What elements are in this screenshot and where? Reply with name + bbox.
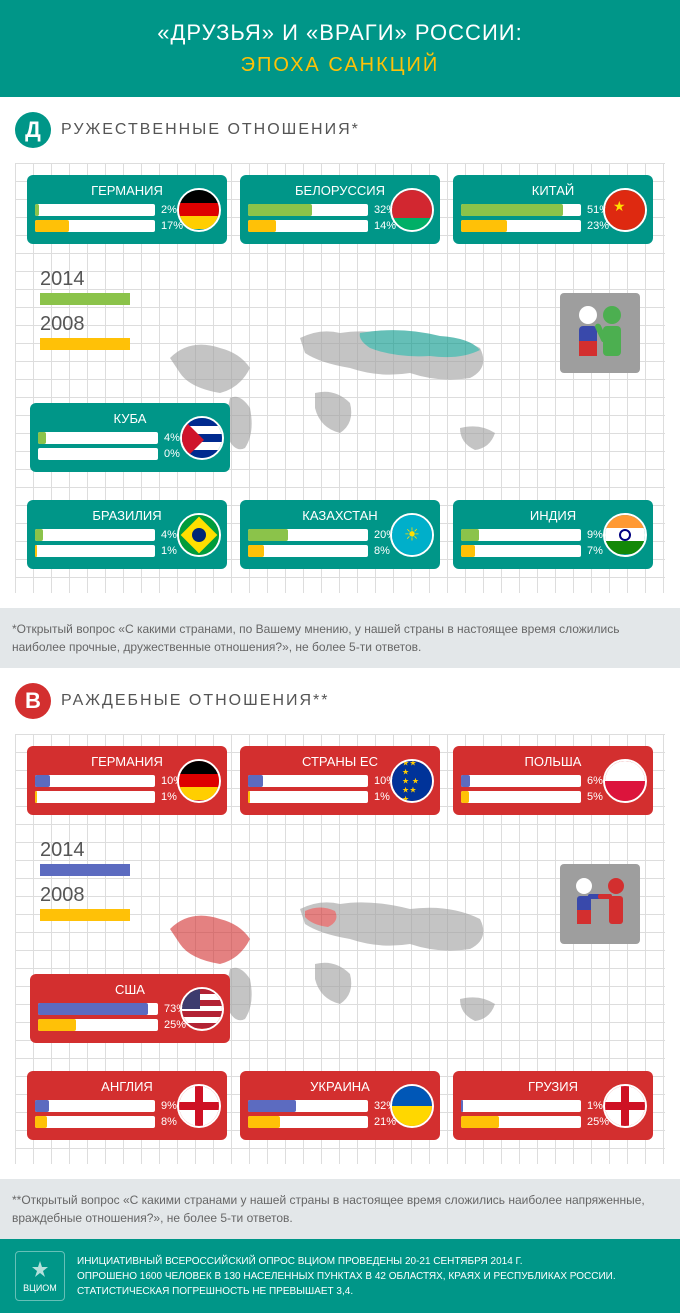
legend-2014: 2014 — [40, 268, 130, 305]
flag-icon — [180, 416, 224, 460]
country-card: АНГЛИЯ 9% 8% — [27, 1071, 227, 1140]
friends-icon — [560, 293, 640, 373]
friendly-grid: ГЕРМАНИЯ 2% 17% БЕЛОРУССИЯ 32% 14% КИТАЙ… — [15, 163, 665, 593]
hostile-footnote: **Открытый вопрос «С какими странами у н… — [0, 1179, 680, 1239]
flag-icon — [390, 188, 434, 232]
country-card: УКРАИНА 32% 21% — [240, 1071, 440, 1140]
flag-icon — [177, 513, 221, 557]
country-card: КИТАЙ 51% 23% ★ — [453, 175, 653, 244]
header: «ДРУЗЬЯ» И «ВРАГИ» РОССИИ: ЭПОХА САНКЦИЙ — [0, 0, 680, 97]
friendly-top-row: ГЕРМАНИЯ 2% 17% БЕЛОРУССИЯ 32% 14% КИТАЙ… — [27, 175, 653, 244]
flag-icon: ★ ★ ★★ ★★ ★ ★ — [390, 759, 434, 803]
legend-bar-2014 — [40, 293, 130, 305]
country-card: КУБА 4% 0% — [30, 403, 230, 472]
country-card: ИНДИЯ 9% 7% — [453, 500, 653, 569]
country-card: БЕЛОРУССИЯ 32% 14% — [240, 175, 440, 244]
friendly-legend: 2014 2008 — [40, 268, 130, 358]
hostile-heading: В РАЖДЕБНЫЕ ОТНОШЕНИЯ** — [15, 683, 665, 719]
subtitle: ЭПОХА САНКЦИЙ — [15, 54, 665, 77]
hostile-title-text: РАЖДЕБНЫЕ ОТНОШЕНИЯ** — [61, 692, 330, 710]
friendly-bottom-row: БРАЗИЛИЯ 4% 1% КАЗАХСТАН 20% 8% ☀ ИНДИЯ … — [27, 500, 653, 569]
flag-icon — [177, 188, 221, 232]
footer: ВЦИОМ ИНИЦИАТИВНЫЙ ВСЕРОССИЙСКИЙ ОПРОС В… — [0, 1239, 680, 1313]
infographic-page: «ДРУЗЬЯ» И «ВРАГИ» РОССИИ: ЭПОХА САНКЦИЙ… — [0, 0, 680, 1313]
friendly-section: Д РУЖЕСТВЕННЫЕ ОТНОШЕНИЯ* ГЕРМАНИЯ 2% 17… — [0, 97, 680, 608]
enemies-icon — [560, 864, 640, 944]
country-card: СТРАНЫ ЕС 10% 1% ★ ★ ★★ ★★ ★ ★ — [240, 746, 440, 815]
friendly-footnote: *Открытый вопрос «С какими странами, по … — [0, 608, 680, 668]
hostile-legend: 2014 2008 — [40, 839, 130, 929]
flag-icon — [603, 1084, 647, 1128]
country-card: ГЕРМАНИЯ 10% 1% — [27, 746, 227, 815]
hostile-section: В РАЖДЕБНЫЕ ОТНОШЕНИЯ** ГЕРМАНИЯ 10% 1% … — [0, 668, 680, 1179]
hostile-bottom-row: АНГЛИЯ 9% 8% УКРАИНА 32% 21% ГРУЗИЯ 1% 2… — [27, 1071, 653, 1140]
hostile-top-row: ГЕРМАНИЯ 10% 1% СТРАНЫ ЕС 10% 1% ★ ★ ★★ … — [27, 746, 653, 815]
hostile-grid: ГЕРМАНИЯ 10% 1% СТРАНЫ ЕС 10% 1% ★ ★ ★★ … — [15, 734, 665, 1164]
flag-icon: ★ — [603, 188, 647, 232]
legend-bar-2014 — [40, 864, 130, 876]
flag-icon — [177, 1084, 221, 1128]
flag-icon — [603, 759, 647, 803]
legend-2008: 2008 — [40, 884, 130, 921]
country-card: БРАЗИЛИЯ 4% 1% — [27, 500, 227, 569]
legend-2008: 2008 — [40, 313, 130, 350]
footer-text: ИНИЦИАТИВНЫЙ ВСЕРОССИЙСКИЙ ОПРОС ВЦИОМ П… — [77, 1254, 616, 1299]
country-card: КАЗАХСТАН 20% 8% ☀ — [240, 500, 440, 569]
country-card: ГРУЗИЯ 1% 25% — [453, 1071, 653, 1140]
letter-badge: Д — [15, 112, 51, 148]
letter-badge: В — [15, 683, 51, 719]
main-title: «ДРУЗЬЯ» И «ВРАГИ» РОССИИ: — [15, 20, 665, 46]
flag-icon — [177, 759, 221, 803]
friendly-title-text: РУЖЕСТВЕННЫЕ ОТНОШЕНИЯ* — [61, 121, 360, 139]
flag-icon: ☀ — [390, 513, 434, 557]
legend-bar-2008 — [40, 338, 130, 350]
country-card: ГЕРМАНИЯ 2% 17% — [27, 175, 227, 244]
logo: ВЦИОМ — [15, 1251, 65, 1301]
legend-2014: 2014 — [40, 839, 130, 876]
country-card: ПОЛЬША 6% 5% — [453, 746, 653, 815]
flag-icon — [390, 1084, 434, 1128]
legend-bar-2008 — [40, 909, 130, 921]
flag-icon — [180, 987, 224, 1031]
flag-icon — [603, 513, 647, 557]
friendly-heading: Д РУЖЕСТВЕННЫЕ ОТНОШЕНИЯ* — [15, 112, 665, 148]
country-card: США 73% 25% — [30, 974, 230, 1043]
